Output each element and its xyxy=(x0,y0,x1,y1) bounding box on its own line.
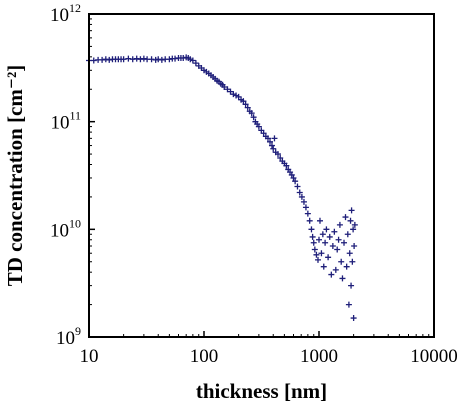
data-point xyxy=(344,231,351,238)
data-point xyxy=(313,251,320,258)
y-tick-label: 109 xyxy=(56,324,81,349)
data-point xyxy=(260,130,267,137)
x-tick-label: 100 xyxy=(190,346,219,367)
data-point xyxy=(339,275,346,282)
data-point xyxy=(270,145,277,152)
y-tick-label: 1012 xyxy=(50,1,81,26)
x-axis: 10 100 1000 10000 xyxy=(80,331,458,367)
data-point xyxy=(248,110,255,117)
data-point xyxy=(268,142,275,149)
data-point xyxy=(347,217,354,224)
data-point xyxy=(346,250,353,257)
data-point xyxy=(320,263,327,270)
data-point xyxy=(310,239,317,246)
data-point xyxy=(335,236,342,243)
data-point xyxy=(318,250,325,257)
data-point xyxy=(290,174,297,181)
data-point xyxy=(331,228,338,235)
data-point xyxy=(230,91,237,98)
data-points xyxy=(86,54,358,322)
data-point xyxy=(271,135,278,142)
data-point xyxy=(304,210,311,217)
y-axis-title: TD concentration [cm⁻²] xyxy=(3,65,27,287)
data-point xyxy=(189,57,196,64)
data-point xyxy=(242,101,249,108)
data-point xyxy=(350,226,357,233)
data-point xyxy=(329,243,336,250)
data-point xyxy=(342,214,349,221)
x-tick-label: 10000 xyxy=(410,346,458,367)
data-point xyxy=(298,193,305,200)
data-point xyxy=(250,114,257,121)
data-point xyxy=(221,83,228,90)
data-point xyxy=(316,236,322,243)
data-point xyxy=(240,98,247,105)
x-tick-label: 10 xyxy=(80,346,99,367)
y-tick-label: 1010 xyxy=(50,216,81,241)
data-point xyxy=(316,217,323,224)
data-point xyxy=(338,258,345,265)
data-point xyxy=(326,233,333,240)
plot-frame xyxy=(88,13,435,338)
data-point xyxy=(244,104,251,111)
data-point xyxy=(328,271,335,278)
data-point xyxy=(267,138,274,145)
x-tick-label: 1000 xyxy=(300,346,338,367)
data-point xyxy=(294,183,301,190)
data-point xyxy=(319,231,326,238)
data-point xyxy=(314,256,321,263)
data-point xyxy=(309,233,316,240)
data-point xyxy=(348,282,355,289)
data-point xyxy=(296,189,303,196)
x-axis-title: thickness [nm] xyxy=(196,379,327,403)
data-point xyxy=(192,60,199,67)
data-point xyxy=(345,301,352,308)
data-point xyxy=(322,239,329,246)
data-point xyxy=(277,154,284,161)
data-point xyxy=(255,123,262,130)
data-point xyxy=(351,221,358,228)
data-point xyxy=(334,246,341,253)
data-point xyxy=(308,226,315,233)
data-point xyxy=(306,217,313,224)
y-tick-label: 1011 xyxy=(50,109,81,134)
y-axis: 109 1010 1011 1012 xyxy=(50,1,95,349)
data-point xyxy=(351,243,358,250)
data-point xyxy=(283,162,290,169)
data-point xyxy=(264,135,271,142)
data-point xyxy=(325,254,332,261)
data-point xyxy=(332,266,339,273)
data-point xyxy=(288,171,295,178)
data-point xyxy=(343,263,350,270)
data-point xyxy=(323,226,330,233)
data-point xyxy=(350,315,357,322)
data-point xyxy=(348,207,355,214)
data-point xyxy=(274,151,281,158)
data-point xyxy=(302,204,309,211)
data-point xyxy=(300,198,307,205)
data-point xyxy=(336,221,343,228)
data-point xyxy=(349,258,356,265)
data-point xyxy=(224,86,231,93)
data-point xyxy=(341,239,348,246)
data-point xyxy=(311,246,318,253)
data-point xyxy=(292,178,299,185)
